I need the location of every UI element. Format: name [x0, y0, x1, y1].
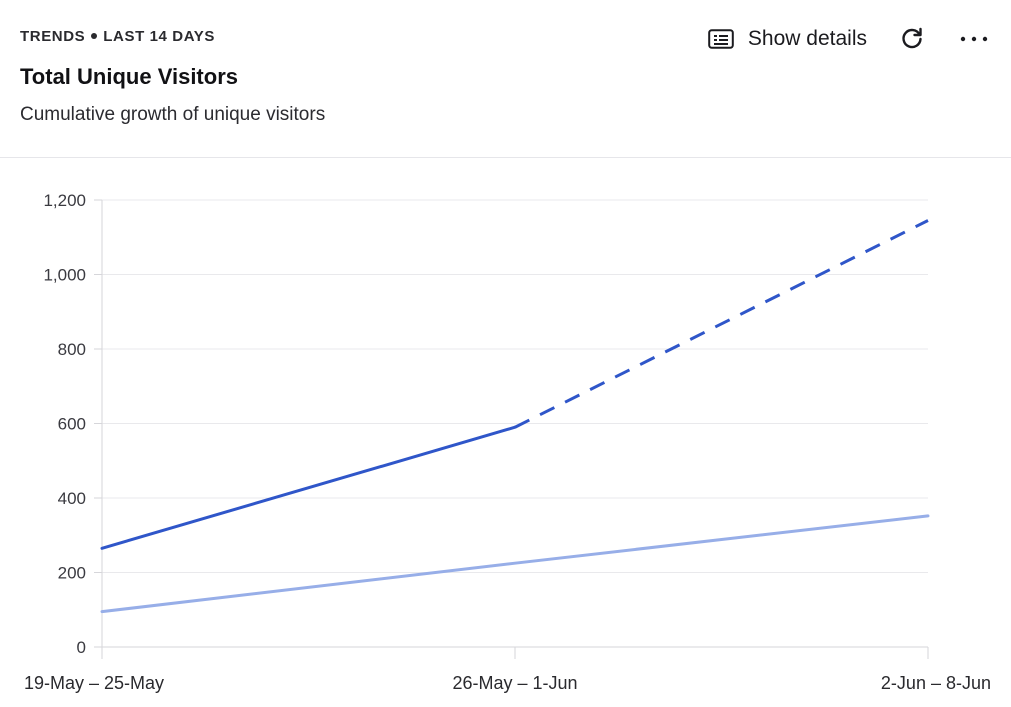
refresh-icon [900, 26, 924, 53]
x-tick-label: 2-Jun – 8-Jun [881, 673, 991, 693]
chart-title: Total Unique Visitors [20, 64, 238, 89]
eyebrow-range: LAST 14 DAYS [103, 28, 215, 45]
x-tick-label: 19-May – 25-May [24, 673, 164, 693]
chart-actions: Show details [708, 24, 989, 54]
y-tick-label: 800 [58, 340, 86, 359]
details-list-icon [708, 29, 734, 49]
x-tick-label: 26-May – 1-Jun [452, 673, 577, 693]
more-options-button[interactable] [959, 26, 989, 52]
series-1-line [100, 514, 930, 614]
chart-header: TRENDS LAST 14 DAYS Total Unique Visitors… [0, 0, 1011, 158]
y-tick-label: 0 [77, 638, 86, 657]
chart-subtitle: Cumulative growth of unique visitors [20, 104, 326, 125]
y-tick-label: 1,200 [43, 191, 86, 210]
chart-canvas: 0 200 400 600 800 1,000 1,200 19-May – 25-May 26… [24, 191, 991, 693]
line-chart: 0 200 400 600 800 1,000 1,200 19-May – 25-May 26… [0, 158, 1011, 707]
series-0-line [100, 425, 517, 550]
show-details-label: Show details [747, 27, 867, 50]
more-horizontal-icon [959, 32, 989, 47]
show-details-button[interactable]: Show details [708, 27, 867, 51]
refresh-button[interactable] [899, 26, 925, 52]
eyebrow-label: TRENDS LAST 14 DAYS [20, 28, 215, 45]
eyebrow-category: TRENDS [20, 28, 86, 45]
y-tick-label: 1,000 [43, 266, 86, 285]
y-tick-label: 400 [58, 489, 86, 508]
separator-dot [91, 33, 98, 40]
series-0-projected-line [514, 219, 929, 429]
y-tick-label: 200 [58, 564, 86, 583]
y-tick-label: 600 [58, 415, 86, 434]
